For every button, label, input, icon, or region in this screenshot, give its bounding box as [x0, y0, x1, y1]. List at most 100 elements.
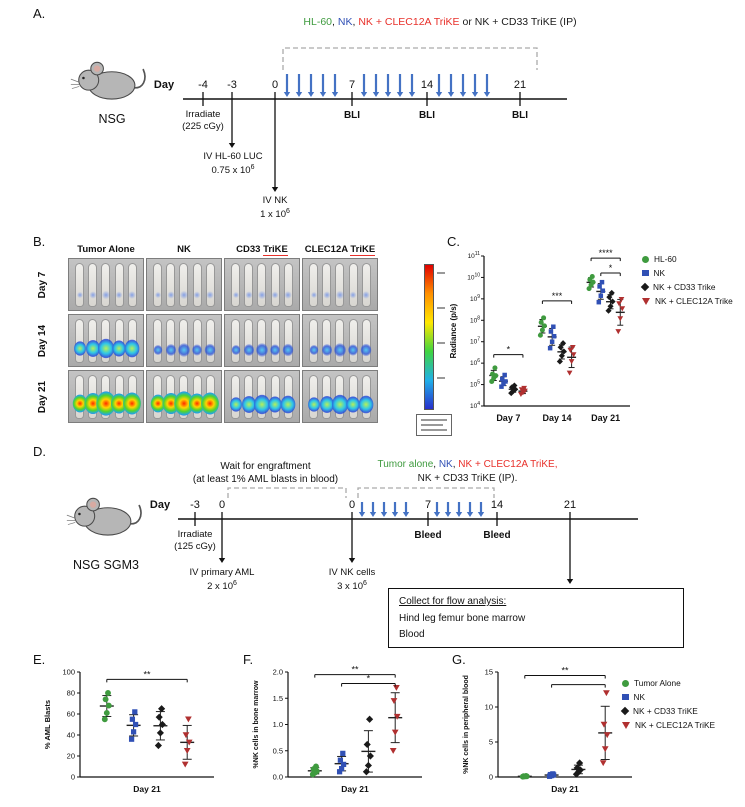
x-category-label: Day 14	[542, 413, 571, 423]
iv-nk-a-line2: 1 x 106	[240, 207, 310, 222]
col-header-text: CLEC12A	[304, 244, 351, 255]
y-tick-label: 108	[470, 315, 480, 324]
legend-label: NK + CLEC12A TriKE	[635, 720, 716, 730]
panel-label-g: G.	[452, 652, 466, 667]
mouse-shape	[361, 263, 371, 307]
chart-nk-peripheral-blood: 0 5 10 15 %NK cells in peripheral blood Day 2…	[463, 666, 632, 794]
bli-image	[146, 258, 222, 311]
collect-flow-box: Collect for flow analysis: Hind leg femu…	[388, 588, 684, 648]
mouse-shape	[192, 319, 202, 363]
luminescence-signal	[319, 396, 334, 413]
legend-label: NK + CD33 Trike	[653, 282, 716, 292]
iv-nk-d-line2: 3 x 106	[312, 579, 392, 594]
luminescence-signal	[124, 339, 140, 358]
luminescence-signal	[245, 291, 253, 299]
chart-radiance: 104 105 106 107 108 109 1010 1011 Radiance (p/s)…	[449, 248, 630, 423]
luminescence-signal	[280, 395, 296, 414]
series-3	[153, 705, 168, 750]
luminescence-signal	[331, 394, 349, 415]
image-col-header: NK	[144, 244, 224, 255]
mouse-shape	[319, 375, 334, 419]
legend-label: NK + CLEC12A Trike	[655, 296, 733, 306]
y-tick-label: 1.5	[273, 694, 283, 703]
mouse-shape	[243, 319, 254, 363]
circle-marker-icon	[622, 679, 629, 687]
mouse-cartoon-icon	[70, 61, 146, 100]
scale-tick-placeholder	[437, 377, 445, 379]
luminescence-signal	[241, 396, 256, 413]
scale-info-placeholder	[421, 424, 443, 426]
luminescence-signal	[153, 344, 162, 356]
luminescence-signal	[307, 397, 320, 412]
luminescence-signal	[111, 393, 128, 414]
iv-nk-d-exp: 6	[362, 580, 367, 588]
y-tick-label: 0.0	[273, 773, 283, 782]
luminescence-signal	[270, 344, 280, 356]
legend-item: NK	[622, 692, 715, 702]
y-tick-label: 104	[470, 401, 480, 410]
mouse-shape	[205, 263, 215, 307]
arrow-head	[348, 558, 356, 563]
legend-label: NK + CD33 TriKE	[633, 706, 698, 716]
y-tick-label: 10	[485, 703, 493, 712]
y-tick-label: 1.0	[273, 720, 283, 729]
bli-image	[224, 314, 300, 367]
mouse-shape	[123, 375, 142, 419]
day-tick-label-d: 14	[490, 499, 504, 511]
image-row-label: Day 7	[37, 271, 48, 298]
luminescence-signal	[283, 343, 294, 357]
legend-label: NK	[653, 268, 666, 278]
luminescence-signal	[167, 291, 175, 299]
arrow-head	[435, 92, 443, 97]
luminescence-signal	[97, 338, 115, 359]
y-tick-label: 20	[67, 752, 75, 761]
arrow-head	[372, 92, 380, 97]
treatment-group-name: Tumor alone	[377, 459, 434, 470]
mouse-shape	[358, 375, 374, 419]
significance-label: *	[367, 674, 371, 684]
collect-box-title: Collect for flow analysis:	[399, 596, 507, 607]
legend-label: HL-60	[654, 254, 677, 264]
mouse-shape	[153, 319, 163, 363]
mouse-shape	[268, 375, 282, 419]
trike-underlined-text: TriKE	[350, 244, 376, 256]
y-tick-label: 100	[62, 668, 75, 677]
scale-tick-placeholder	[437, 272, 445, 274]
luminescence-signal	[165, 344, 176, 356]
arrow-head	[271, 187, 279, 192]
iv-nk-d-dose: 3 x 10	[337, 581, 363, 593]
treatment-group-name: NK + CD33 TriKE (IP).	[417, 473, 518, 484]
bli-image	[302, 258, 378, 311]
series-3	[361, 715, 376, 776]
day-tick-label-a: -3	[227, 79, 237, 91]
legend-item: NK + CD33 Trike	[640, 282, 733, 292]
luminescence-signal	[310, 291, 317, 299]
y-tick-label: 1011	[468, 251, 481, 260]
bli-image	[224, 258, 300, 311]
luminescence-signal	[123, 392, 142, 415]
significance-label: ***	[552, 291, 563, 301]
legend-item: NK + CD33 TriKE	[620, 706, 715, 716]
mouse-shape	[162, 375, 180, 419]
arrow-head	[360, 92, 368, 97]
luminescence-signal	[101, 290, 110, 300]
significance-label: ****	[599, 248, 614, 258]
panel-label-e: E.	[33, 652, 46, 667]
luminescence-signal	[128, 290, 136, 300]
luminescence-signal	[268, 396, 282, 413]
y-tick-label: 80	[67, 689, 75, 698]
y-tick-label: 0.5	[273, 746, 283, 755]
arrow-head	[455, 512, 463, 517]
mouse-shape	[72, 375, 87, 419]
treatment-groups-header-d: Tumor alone, NK, NK + CLEC12A TriKE, NK +…	[345, 458, 590, 486]
luminescence-signal	[189, 393, 206, 414]
wait-line1: Wait for engraftment	[220, 461, 311, 472]
series-1	[307, 763, 322, 778]
mouse-shape	[348, 319, 358, 363]
luminescence-signal	[96, 391, 116, 416]
panel-label-c: C.	[447, 234, 460, 249]
luminescence-signal	[309, 344, 318, 356]
image-col-header: CLEC12A TriKE	[300, 244, 380, 256]
mouse-shape	[229, 375, 242, 419]
arrow-head	[384, 92, 392, 97]
